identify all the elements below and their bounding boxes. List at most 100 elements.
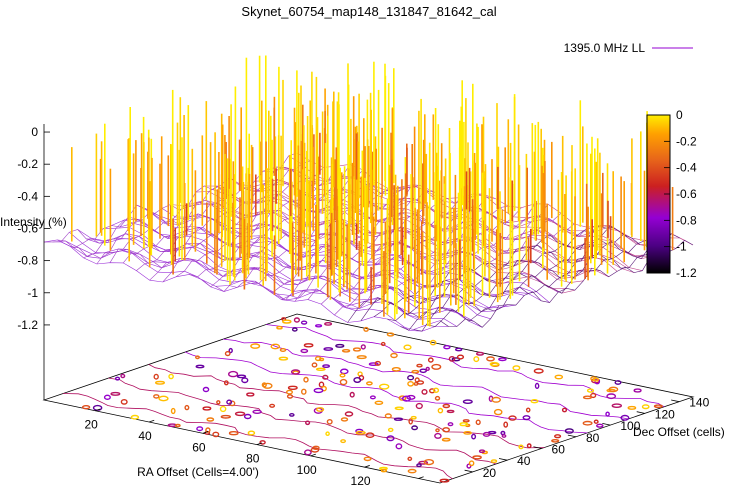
- contour-blob: [427, 357, 434, 363]
- mesh-line-y: [426, 233, 680, 327]
- contour-blob: [489, 361, 499, 367]
- colorbar-tick-label: -0.2: [676, 134, 697, 148]
- contour-blob: [339, 373, 346, 378]
- contour-blob: [586, 388, 595, 393]
- contour-blob: [478, 449, 486, 454]
- contour-blob: [386, 332, 395, 337]
- contour-blob: [355, 430, 366, 435]
- contour-blob: [653, 404, 663, 409]
- y-tick-label: 20: [483, 466, 497, 480]
- y-axis-label: Dec Offset (cells): [633, 425, 725, 439]
- x-tick-label: 100: [297, 463, 317, 477]
- contour-blob: [241, 377, 249, 384]
- contour-blob: [194, 355, 200, 360]
- contour-blob: [154, 380, 165, 385]
- contour-blob: [434, 432, 442, 439]
- contour-blob: [303, 343, 314, 348]
- contour-blob: [300, 320, 308, 325]
- contour-blob: [592, 377, 599, 382]
- y-tick-label: 40: [517, 454, 531, 468]
- contour-blob: [226, 399, 233, 405]
- contour-blob: [482, 431, 491, 437]
- contour-blob: [471, 433, 477, 440]
- contour-blob: [429, 388, 436, 394]
- contour-blob: [202, 406, 212, 411]
- contour-blob: [379, 383, 390, 390]
- contour-blob: [103, 394, 111, 400]
- contour-blob: [170, 407, 176, 415]
- contour-blob: [363, 326, 369, 332]
- contour-blob: [326, 418, 333, 425]
- legend: 1395.0 MHz LL: [564, 41, 693, 55]
- contour-blob: [313, 387, 324, 394]
- z-tick-label: 0: [31, 125, 38, 139]
- contour-blob: [387, 427, 394, 433]
- contour-blob: [447, 422, 454, 427]
- contour-line: [148, 364, 545, 449]
- contour-blob: [261, 382, 267, 388]
- contour-blob: [472, 455, 482, 460]
- contour-blob: [408, 418, 414, 425]
- contour-blob: [250, 343, 261, 349]
- contour-blob: [594, 378, 601, 385]
- contour-blob: [439, 478, 450, 483]
- contour-blob: [395, 443, 403, 450]
- y-tick-mark: [636, 411, 645, 414]
- contour-blob: [627, 405, 637, 410]
- contour-blob: [476, 351, 485, 356]
- contour-blob: [340, 439, 346, 444]
- contour-blob: [290, 369, 301, 375]
- y-tick-label: 120: [655, 407, 675, 421]
- contour-blob: [236, 374, 247, 379]
- contour-blob: [459, 422, 469, 427]
- contour-line: [266, 324, 665, 408]
- colorbar-tick-label: -0.6: [676, 187, 697, 201]
- contour-blob: [335, 343, 345, 348]
- contour-line: [63, 393, 453, 480]
- contour-blob: [455, 347, 463, 352]
- contour-blob: [224, 351, 231, 357]
- contour-blob: [415, 402, 423, 410]
- contour-blob: [416, 363, 423, 368]
- contour-blob: [276, 325, 283, 330]
- contour-blob: [291, 327, 298, 332]
- contour-blob: [340, 417, 349, 422]
- contour-blob: [410, 415, 417, 420]
- contour-blob: [219, 405, 227, 413]
- contour-blob: [407, 375, 415, 381]
- y-tick-label: 140: [689, 396, 709, 410]
- contour-blob: [596, 423, 604, 428]
- contour-blob: [606, 393, 617, 400]
- z-tick-label: -0.6: [17, 221, 38, 235]
- contour-blob: [288, 412, 295, 417]
- contour-blob: [174, 423, 181, 428]
- contour-blob: [360, 344, 366, 350]
- contour-blob: [216, 400, 221, 405]
- contour-blob: [493, 408, 503, 416]
- contour-blob: [196, 426, 204, 432]
- contour-blob: [363, 456, 372, 462]
- z-axis-label: Intensity (%): [0, 215, 67, 229]
- colorbar-tick-label: -1: [676, 240, 687, 254]
- contour-blob: [365, 381, 373, 386]
- contour-blob: [490, 459, 498, 463]
- contour-blob: [491, 396, 502, 403]
- contour-blob: [322, 364, 330, 368]
- contour-blob: [611, 403, 622, 409]
- contour-blob: [518, 444, 524, 450]
- z-tick-label: -0.4: [17, 189, 38, 203]
- y-tick-mark: [533, 446, 542, 449]
- x-tick-mark: [364, 465, 370, 468]
- contour-blob: [608, 386, 619, 393]
- contour-blob: [278, 356, 289, 361]
- contour-blob: [416, 380, 425, 385]
- contour-blob: [314, 356, 322, 362]
- contour-blob: [554, 374, 564, 380]
- contour-blob: [318, 357, 325, 362]
- x-tick-label: 60: [192, 440, 206, 454]
- contour-blob: [228, 347, 233, 354]
- contour-blob: [344, 411, 354, 417]
- contour-blob: [462, 399, 473, 405]
- contour-blob: [234, 411, 246, 417]
